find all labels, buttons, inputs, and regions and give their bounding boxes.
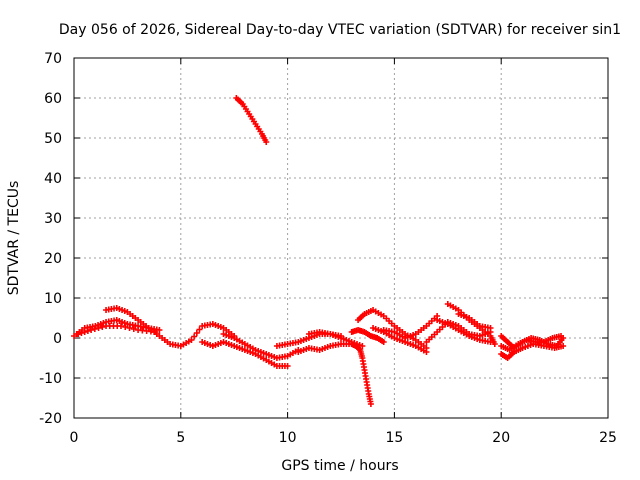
data-point [558, 333, 565, 339]
data-point [491, 341, 498, 347]
series-track-e [220, 331, 302, 361]
data-point [191, 333, 198, 340]
data-point [75, 331, 82, 337]
data-point [263, 139, 270, 145]
y-tick-label: 30 [44, 211, 62, 227]
series-track-u [498, 341, 567, 361]
series-track-c [75, 323, 159, 337]
data-point [95, 325, 102, 331]
series-track-r [455, 311, 494, 331]
y-tick-label: 20 [44, 251, 62, 267]
y-tick-label: 50 [44, 131, 62, 147]
axis-ticks: 0 5 10 15 20 25 -20 -10 0 10 20 30 40 50 60 70 [39, 51, 617, 446]
x-axis-label: GPS time / hours [281, 458, 398, 474]
data-point [126, 325, 133, 331]
data-point [284, 363, 291, 369]
series-track-d [199, 339, 291, 369]
x-tick-label: 20 [492, 430, 510, 446]
y-tick-label: 40 [44, 171, 62, 187]
series-track-j [348, 341, 374, 407]
y-tick-label: -20 [39, 411, 62, 427]
data-point [152, 329, 159, 335]
data-point [84, 328, 91, 334]
x-tick-label: 10 [279, 430, 297, 446]
data-point [122, 324, 129, 330]
data-point [380, 339, 387, 345]
data-point [78, 330, 85, 336]
data-point [130, 326, 137, 332]
series-track-b [103, 305, 238, 349]
data-point [81, 329, 88, 335]
data-point [88, 327, 95, 333]
y-tick-label: 60 [44, 91, 62, 107]
series-track-i [305, 329, 344, 339]
series-track-n [380, 313, 441, 341]
y-tick-label: 0 [53, 331, 62, 347]
grid-lines [74, 58, 608, 418]
data-point [367, 401, 374, 407]
series-track-f [233, 95, 270, 145]
data-point [117, 323, 124, 329]
data-point [338, 333, 344, 339]
data-point [487, 339, 494, 345]
data-point [193, 330, 200, 336]
data-point [359, 343, 366, 349]
data-point [423, 349, 430, 355]
x-tick-label: 0 [70, 430, 79, 446]
data-point [560, 343, 567, 349]
y-tick-label: -10 [39, 371, 62, 387]
series-track-h [295, 341, 355, 355]
y-axis-label: SDTVAR / TECUs [6, 181, 22, 296]
series-track-k [348, 327, 387, 345]
x-tick-label: 15 [385, 430, 403, 446]
data-point [91, 326, 98, 332]
y-tick-label: 10 [44, 291, 62, 307]
data-point [156, 327, 163, 333]
data-point [487, 325, 494, 331]
plot-frame [73, 57, 609, 419]
series-track-t [498, 333, 565, 353]
x-tick-label: 5 [176, 430, 185, 446]
series-track-q [434, 317, 494, 345]
data-point [196, 326, 203, 333]
data-point [188, 337, 195, 343]
y-tick-label: 70 [44, 51, 62, 67]
x-tick-label: 25 [599, 430, 617, 446]
data-point [99, 324, 106, 330]
data-points [71, 95, 567, 407]
chart-title: Day 056 of 2026, Sidereal Day-to-day VTE… [59, 22, 621, 38]
